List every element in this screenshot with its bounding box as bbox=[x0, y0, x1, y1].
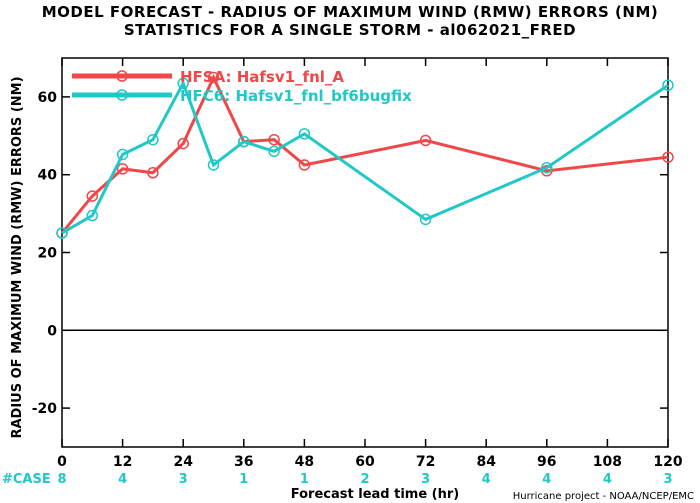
case-count: 3 bbox=[663, 472, 672, 487]
x-tick-label: 36 bbox=[234, 454, 253, 470]
legend-2-marker bbox=[116, 89, 128, 101]
case-count: 4 bbox=[542, 472, 551, 487]
x-axis-label: Forecast lead time (hr) bbox=[291, 487, 459, 502]
y-tick-label: 0 bbox=[47, 323, 57, 339]
chart-title: MODEL FORECAST - RADIUS OF MAXIMUM WIND … bbox=[41, 3, 659, 21]
series-2-point bbox=[86, 209, 99, 222]
legend-2-label: HFC6: Hafsv1_fnl_bf6bugfix bbox=[180, 87, 412, 105]
case-count: 8 bbox=[57, 472, 66, 487]
credit-text: Hurricane project - NOAA/NCEP/EMC bbox=[513, 491, 694, 502]
case-label: #CASE bbox=[2, 472, 51, 487]
case-count: 4 bbox=[118, 472, 127, 487]
series-1-point bbox=[298, 159, 311, 171]
x-tick-label: 72 bbox=[416, 454, 435, 470]
series-2-point bbox=[56, 227, 68, 239]
x-tick-label: 0 bbox=[57, 454, 67, 470]
case-count: 3 bbox=[179, 472, 188, 487]
case-count: 4 bbox=[603, 472, 612, 487]
series-1-point bbox=[207, 71, 220, 84]
y-tick-label: 20 bbox=[38, 246, 58, 262]
series-2-point bbox=[268, 145, 280, 158]
legend-1-label: HFSA: Hafsv1_fnl_A bbox=[180, 68, 344, 86]
x-tick-label: 24 bbox=[173, 454, 193, 470]
y-tick-label: 40 bbox=[38, 168, 58, 184]
y-axis-label: RADIUS OF MAXIMUM WIND (RMW) ERRORS (NM) bbox=[10, 76, 25, 438]
series-1-point bbox=[268, 133, 280, 146]
x-tick-label: 60 bbox=[355, 454, 375, 470]
case-count: 2 bbox=[360, 472, 369, 487]
series-1-point bbox=[419, 134, 432, 147]
series-2-point bbox=[147, 133, 159, 146]
series-1-point bbox=[177, 137, 189, 150]
chart-subtitle: STATISTICS FOR A SINGLE STORM - al062021… bbox=[123, 21, 577, 39]
series-2-point bbox=[238, 135, 250, 148]
case-count: 1 bbox=[300, 472, 309, 487]
x-tick-label: 12 bbox=[113, 454, 132, 470]
series-2-point bbox=[662, 79, 674, 91]
series-1-point bbox=[86, 190, 99, 202]
case-count: 3 bbox=[421, 472, 430, 487]
x-tick-label: 48 bbox=[295, 454, 314, 470]
series-2-point bbox=[177, 77, 189, 90]
series-2-point bbox=[116, 148, 129, 161]
series-2-point bbox=[207, 159, 220, 171]
series-2-point bbox=[541, 161, 553, 174]
series-2-point bbox=[419, 213, 432, 226]
x-tick-label: 120 bbox=[653, 454, 682, 470]
series-1-point bbox=[116, 163, 129, 175]
series-2-point bbox=[298, 128, 311, 140]
legend-1-marker bbox=[116, 70, 128, 82]
y-tick-label: -20 bbox=[32, 401, 58, 417]
y-tick-label: 60 bbox=[38, 90, 58, 106]
case-count: 1 bbox=[239, 472, 248, 487]
series-1-point bbox=[662, 151, 674, 163]
x-tick-label: 96 bbox=[537, 454, 556, 470]
series-1-point bbox=[147, 167, 159, 179]
series-1-line bbox=[60, 73, 669, 235]
x-tick-label: 84 bbox=[476, 454, 496, 470]
x-tick-label: 108 bbox=[593, 454, 622, 470]
plot-frame bbox=[61, 57, 669, 448]
series-2-line bbox=[61, 79, 669, 235]
case-count: 4 bbox=[482, 472, 491, 487]
